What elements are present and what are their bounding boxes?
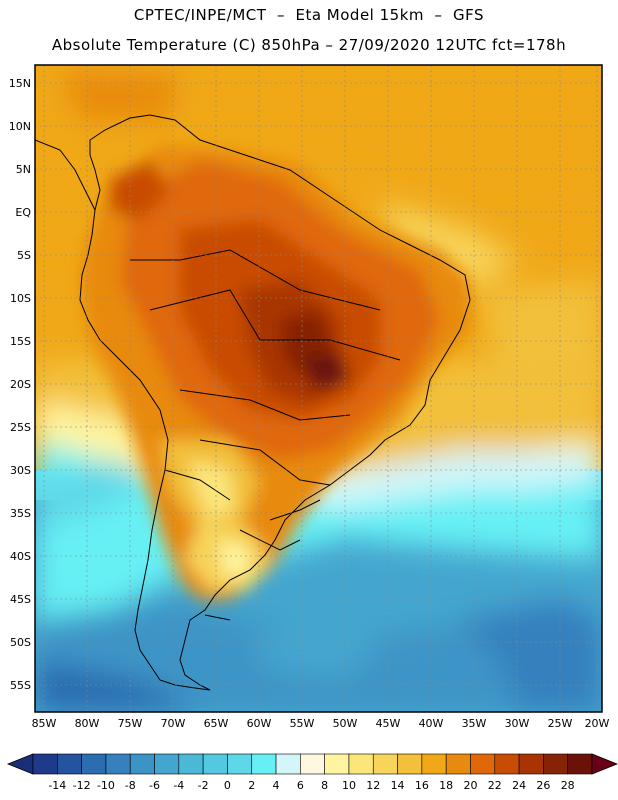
colorbar-label: 22 <box>488 779 502 792</box>
colorbar-over-arrow <box>591 753 618 775</box>
colorbar-label: -12 <box>73 779 91 792</box>
lon-label: 35W <box>462 717 487 730</box>
colorbar-swatch <box>129 753 155 775</box>
colorbar-label: 8 <box>321 779 328 792</box>
colorbar-label: 20 <box>463 779 477 792</box>
colorbar-under-arrow <box>6 753 34 775</box>
colorbar-label: 14 <box>391 779 405 792</box>
longitude-labels: 85W 80W 75W 70W 65W 60W 55W 50W 45W 40W 35W 30W 25W 2… <box>32 717 610 730</box>
temperature-field <box>35 65 602 712</box>
lon-label: 50W <box>333 717 358 730</box>
colorbar-label: -4 <box>173 779 184 792</box>
colorbar-label: 2 <box>248 779 255 792</box>
colorbar-swatch <box>397 753 423 775</box>
colorbar-swatch <box>421 753 447 775</box>
colorbar-swatch <box>518 753 544 775</box>
colorbar: -14 -12 -10 -8 -6 -4 -2 0 2 4 6 8 10 12 14 16 18 20 22 24 26… <box>6 753 618 792</box>
lon-label: 60W <box>247 717 272 730</box>
colorbar-swatch <box>494 753 520 775</box>
colorbar-label: -6 <box>149 779 160 792</box>
colorbar-swatch <box>543 753 568 775</box>
lat-label: 20S <box>10 378 31 391</box>
lat-label: 10S <box>10 292 31 305</box>
colorbar-label: 18 <box>439 779 453 792</box>
lat-label: 5N <box>16 163 31 176</box>
colorbar-label: 24 <box>512 779 526 792</box>
colorbar-swatch <box>32 753 58 775</box>
colorbar-swatch <box>154 753 180 775</box>
colorbar-label: -2 <box>198 779 209 792</box>
latitude-labels: 15N 10N 5N EQ 5S 10S 15S 20S 25S 30S 35S 40S 45S 50S 5… <box>9 77 32 692</box>
lon-label: 45W <box>376 717 401 730</box>
colorbar-label: 6 <box>297 779 304 792</box>
lon-label: 70W <box>161 717 186 730</box>
lon-label: 80W <box>75 717 100 730</box>
lat-label: 40S <box>10 550 31 563</box>
colorbar-swatch <box>567 753 593 775</box>
temperature-map: 15N 10N 5N EQ 5S 10S 15S 20S 25S 30S 35S 40S 45S 50S 5… <box>9 64 610 730</box>
lat-label: EQ <box>15 206 31 219</box>
colorbar-swatch <box>251 753 277 775</box>
colorbar-label: 16 <box>415 779 429 792</box>
lat-label: 15N <box>9 77 31 90</box>
colorbar-swatch <box>275 753 301 775</box>
colorbar-swatch <box>105 753 131 775</box>
lat-label: 30S <box>10 464 31 477</box>
colorbar-label: -10 <box>97 779 115 792</box>
lat-label: 55S <box>10 679 31 692</box>
colorbar-swatch <box>57 753 82 775</box>
lat-label: 10N <box>9 120 31 133</box>
colorbar-swatch <box>81 753 107 775</box>
colorbar-label: 0 <box>224 779 231 792</box>
colorbar-label: 28 <box>561 779 575 792</box>
colorbar-swatch <box>300 753 325 775</box>
lat-label: 25S <box>10 421 31 434</box>
lon-label: 20W <box>585 717 610 730</box>
map-frame <box>34 64 603 713</box>
colorbar-swatch <box>178 753 204 775</box>
colorbar-swatch <box>445 753 471 775</box>
lat-label: 5S <box>17 249 31 262</box>
colorbar-swatch <box>470 753 496 775</box>
lon-label: 30W <box>505 717 530 730</box>
colorbar-label: 4 <box>273 779 280 792</box>
coastline <box>35 114 471 691</box>
colorbar-label: 10 <box>342 779 356 792</box>
map-subtitle: Absolute Temperature (C) 850hPa – 27/09/… <box>51 36 567 54</box>
lat-label: 45S <box>10 593 31 606</box>
lat-label: 50S <box>10 636 31 649</box>
lat-label: 35S <box>10 507 31 520</box>
colorbar-label: 26 <box>536 779 550 792</box>
colorbar-swatch <box>227 753 253 775</box>
lon-label: 75W <box>118 717 143 730</box>
colorbar-label: 12 <box>366 779 380 792</box>
lon-label: 25W <box>548 717 573 730</box>
lon-label: 40W <box>419 717 444 730</box>
colorbar-label: -8 <box>125 779 136 792</box>
colorbar-swatch <box>372 753 398 775</box>
lon-label: 65W <box>204 717 229 730</box>
map-title: CPTEC/INPE/MCT – Eta Model 15km – GFS <box>133 6 485 24</box>
colorbar-swatch <box>202 753 228 775</box>
colorbar-swatch <box>324 753 350 775</box>
lon-label: 55W <box>290 717 315 730</box>
colorbar-swatch <box>348 753 374 775</box>
lat-label: 15S <box>10 335 31 348</box>
lon-label: 85W <box>32 717 57 730</box>
colorbar-label: -14 <box>48 779 66 792</box>
